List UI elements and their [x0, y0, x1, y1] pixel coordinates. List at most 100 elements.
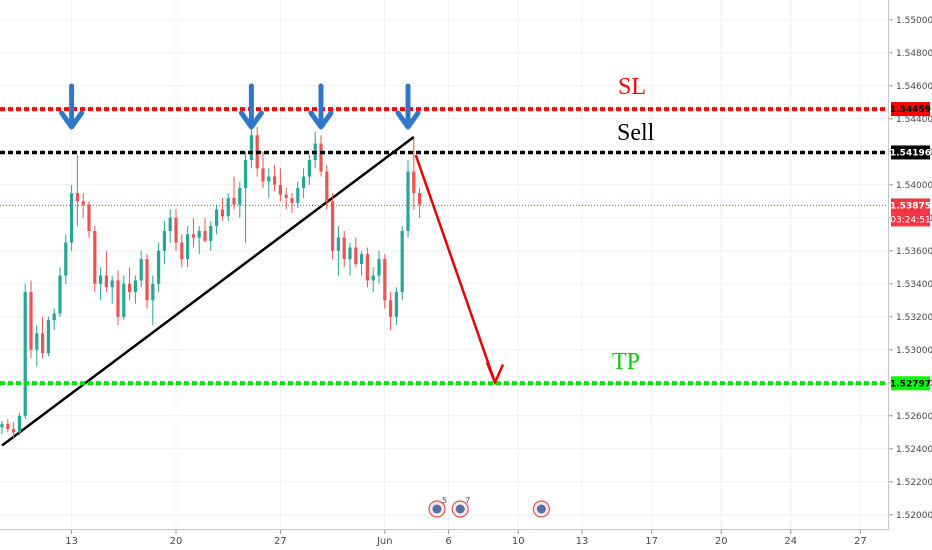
- candle-body: [215, 209, 219, 227]
- candle-body: [128, 283, 132, 293]
- candle-body: [412, 171, 416, 194]
- candle-body: [58, 275, 62, 314]
- price-axis-bg: [889, 0, 932, 530]
- candle: [278, 168, 282, 202]
- candle-body: [35, 333, 39, 350]
- candle-body: [151, 283, 155, 301]
- candle: [209, 221, 213, 251]
- candle: [93, 226, 97, 293]
- candle-body: [371, 275, 375, 281]
- down-arrow-marker: [59, 83, 85, 130]
- candle-body: [41, 333, 45, 354]
- candle: [331, 193, 335, 260]
- candle-body: [336, 237, 340, 251]
- arrow-head: [59, 110, 85, 130]
- candle: [389, 292, 393, 330]
- candle-body: [116, 280, 120, 317]
- time-tick-label: 27: [274, 536, 287, 547]
- price-tick-label: 1.54000: [896, 181, 932, 191]
- candle: [261, 151, 265, 189]
- price-tick-label: 1.52600: [896, 412, 932, 422]
- price-tick-label: 1.54400: [896, 115, 932, 125]
- trendline-line: [1, 135, 415, 447]
- candle-body: [383, 259, 387, 301]
- countdown-text: 03:24:51: [890, 215, 930, 225]
- candle-body: [99, 275, 103, 284]
- candle: [354, 237, 358, 268]
- time-tick-label: 27: [854, 536, 867, 547]
- annotation-sl-text: SL: [618, 74, 646, 100]
- time-tick-label: 20: [715, 536, 728, 547]
- candle-body: [302, 176, 306, 189]
- candle-body: [110, 280, 114, 288]
- candle: [412, 138, 416, 210]
- event-marker-flag: [536, 504, 546, 514]
- candle: [133, 275, 137, 304]
- candle-body: [139, 259, 143, 281]
- time-tick-label: 6: [445, 536, 451, 547]
- candle-body: [209, 226, 213, 241]
- candle-body: [70, 193, 74, 243]
- candle: [128, 267, 132, 301]
- projection-head: [485, 361, 505, 386]
- candle: [157, 242, 161, 293]
- event-marker-flag: [455, 504, 465, 514]
- candle-body: [46, 320, 50, 354]
- candle: [238, 181, 242, 218]
- horizontal-levels: [0, 107, 888, 386]
- candle: [319, 135, 323, 177]
- candle-body: [267, 176, 271, 182]
- candle-body: [325, 171, 329, 202]
- candle: [371, 267, 375, 293]
- projection-shaft: [414, 154, 497, 383]
- candle-body: [104, 275, 108, 288]
- down-arrow-marker: [308, 83, 334, 130]
- candle-body: [377, 259, 381, 276]
- price-axis[interactable]: 1.550001.548001.546001.544001.542001.540…: [888, 0, 932, 530]
- arrow-markers: [59, 83, 421, 130]
- candle: [110, 275, 114, 304]
- price-tick-label: 1.53600: [896, 247, 932, 257]
- candle-body: [81, 201, 85, 205]
- candle-body: [23, 292, 27, 416]
- price-tick-label: 1.52000: [896, 511, 932, 521]
- annotation-sell: Sell: [617, 120, 655, 146]
- price-tick-label: 1.53200: [896, 313, 932, 323]
- candle-body: [400, 231, 404, 293]
- candle-body: [0, 424, 4, 428]
- price-tick-label: 1.52200: [896, 478, 932, 488]
- candle-body: [122, 283, 126, 317]
- candle: [70, 184, 74, 251]
- candle: [249, 122, 253, 169]
- candle-body: [145, 259, 149, 301]
- sl-price-label: 1.54459: [890, 102, 931, 117]
- time-axis[interactable]: 13 20 27 Jun 6 10 13 17 20 24 27: [0, 529, 889, 550]
- time-tick-label: 13: [65, 536, 78, 547]
- candle-body: [133, 280, 137, 293]
- candle-body: [354, 247, 358, 264]
- candle-body: [17, 415, 21, 433]
- candle: [191, 217, 195, 248]
- candle-body: [394, 292, 398, 317]
- sell-price-label: 1.54196: [890, 145, 931, 160]
- time-tick-label: Jun: [376, 536, 393, 547]
- candle: [46, 316, 50, 357]
- candle: [139, 250, 143, 288]
- time-tick-label: 20: [170, 536, 183, 547]
- candle: [23, 283, 27, 420]
- candle: [296, 181, 300, 208]
- sl-price-box: [891, 102, 930, 117]
- candle: [35, 325, 39, 367]
- candle: [87, 201, 91, 238]
- candle-body: [157, 250, 161, 284]
- arrow-head: [308, 110, 334, 130]
- price-tick-label: 1.53000: [896, 346, 932, 356]
- candle-body: [174, 217, 178, 243]
- candle: [41, 316, 45, 359]
- candle-body: [6, 424, 10, 429]
- trendline: [1, 135, 415, 447]
- sell-price-box: [891, 145, 930, 160]
- price-tick-label: 1.55000: [896, 16, 932, 26]
